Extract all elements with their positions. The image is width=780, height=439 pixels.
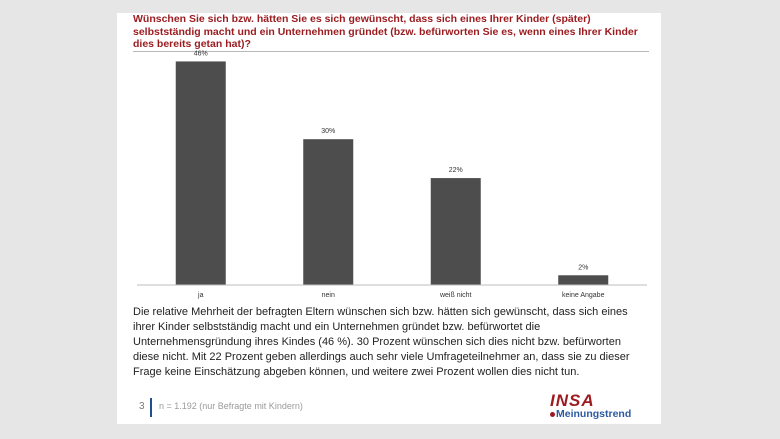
slide-title: Wünschen Sie sich bzw. hätten Sie es sic…: [133, 13, 638, 50]
category-label: nein: [322, 292, 335, 299]
insa-logo: INSA Meinungstrend: [550, 392, 650, 422]
title-divider: [133, 51, 649, 52]
category-label: weiß nicht: [439, 292, 472, 299]
bar-chart: 46% ja 30% nein 22% weiß nicht 2% keine Angabe: [137, 50, 647, 299]
page-number: 3: [139, 401, 145, 412]
bar-value-label: 22%: [449, 167, 463, 174]
summary-text: Die relative Mehrheit der befragten Elte…: [133, 306, 630, 378]
logo-subtitle: Meinungstrend: [556, 408, 632, 420]
bar-value-label: 30%: [321, 128, 335, 135]
category-label: ja: [197, 292, 204, 299]
bar-value-label: 46%: [194, 50, 208, 57]
footer-divider: [150, 398, 152, 417]
logo-wordmark: INSA: [550, 391, 595, 410]
logo-dot-icon: [550, 412, 555, 417]
category-label: keine Angabe: [562, 292, 605, 299]
bar-value-label: 2%: [578, 264, 588, 271]
bar-1: [175, 61, 226, 285]
slide: Wünschen Sie sich bzw. hätten Sie es sic…: [117, 13, 661, 424]
bar-4: [558, 275, 609, 285]
bar-2: [303, 139, 354, 285]
sample-size-note: n = 1.192 (nur Befragte mit Kindern): [159, 401, 303, 411]
bar-3: [430, 178, 481, 285]
